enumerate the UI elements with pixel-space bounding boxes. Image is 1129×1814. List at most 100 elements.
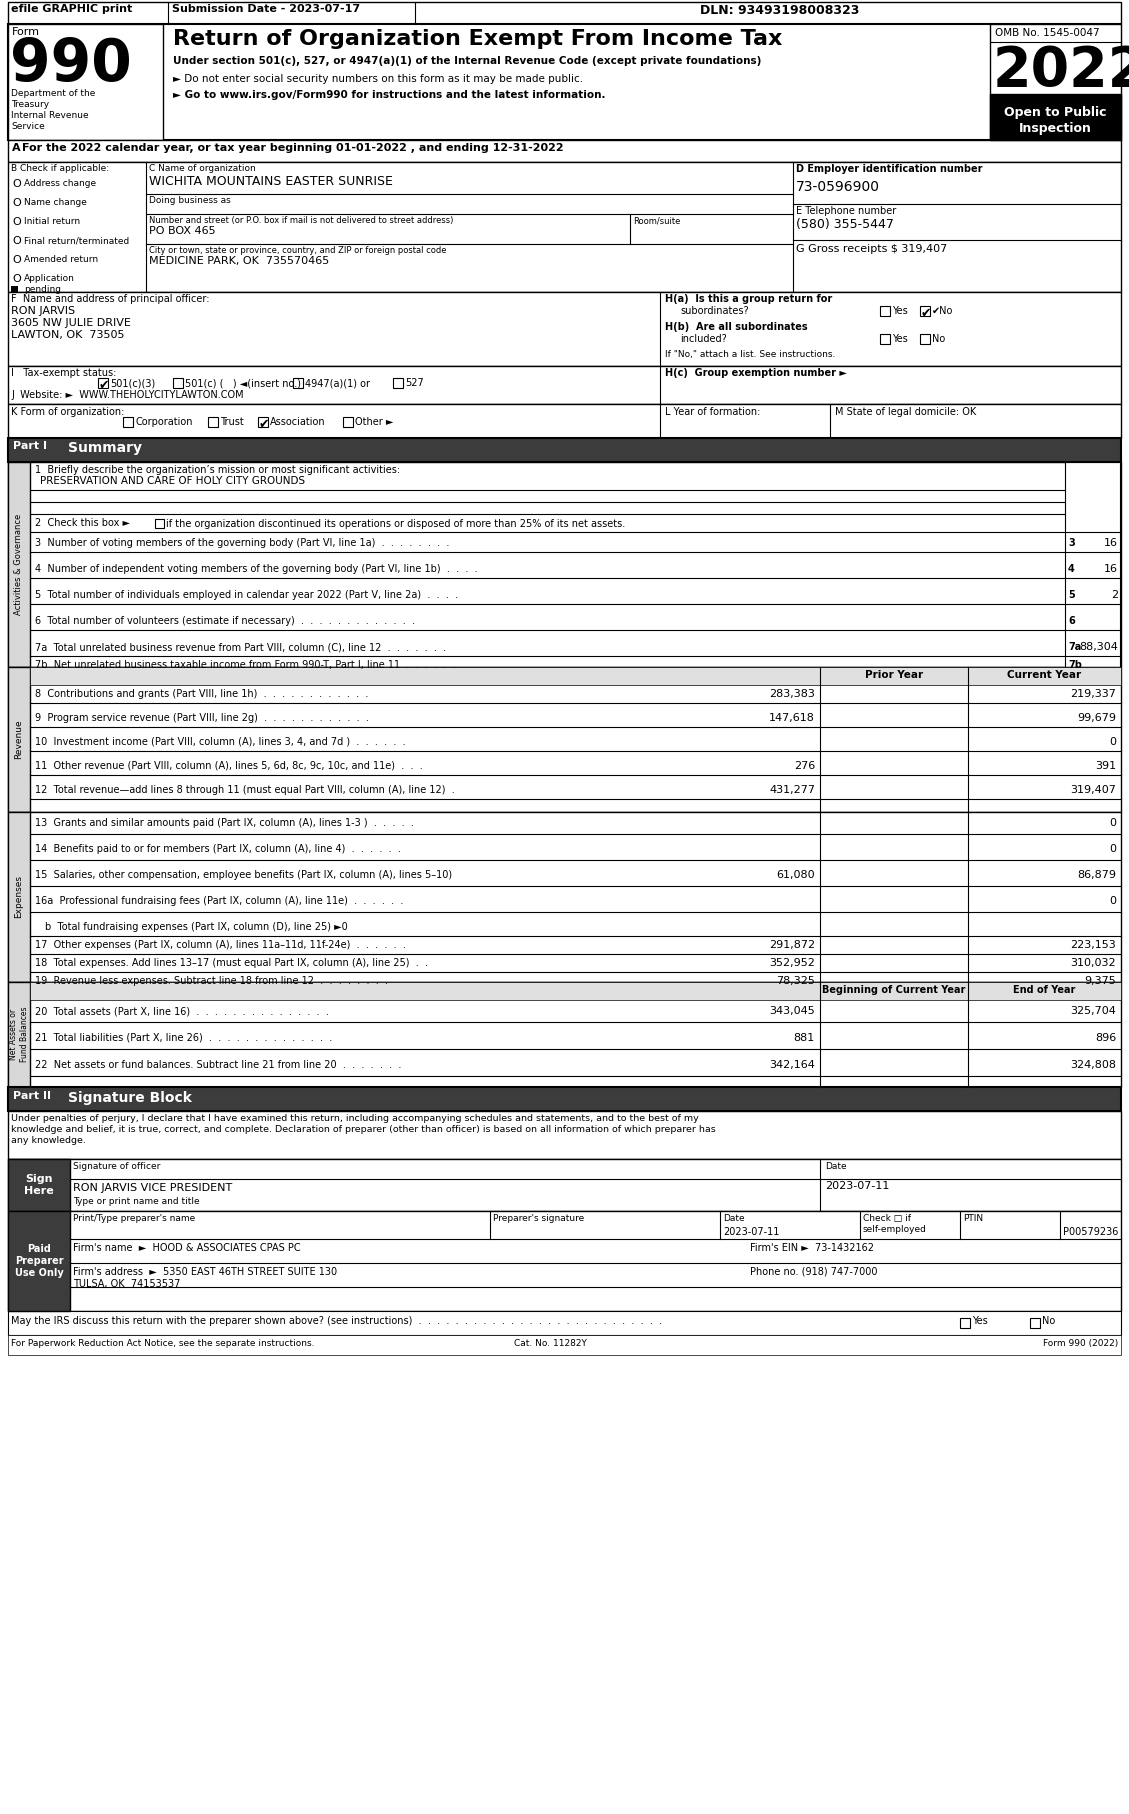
Text: Date: Date bbox=[825, 1163, 847, 1172]
Text: 4  Number of independent voting members of the governing body (Part VI, line 1b): 4 Number of independent voting members o… bbox=[35, 564, 478, 573]
Text: MEDICINE PARK, OK  735570465: MEDICINE PARK, OK 735570465 bbox=[149, 256, 330, 267]
Text: 219,337: 219,337 bbox=[1070, 689, 1115, 698]
Bar bbox=[990, 94, 1121, 140]
Text: L Year of formation:: L Year of formation: bbox=[665, 406, 760, 417]
Text: O: O bbox=[12, 218, 20, 227]
Text: 12  Total revenue—add lines 8 through 11 (must equal Part VIII, column (A), line: 12 Total revenue—add lines 8 through 11 … bbox=[35, 785, 455, 795]
Bar bbox=[879, 307, 890, 316]
Text: 1  Briefly describe the organization’s mission or most significant activities:: 1 Briefly describe the organization’s mi… bbox=[35, 464, 400, 475]
Text: 4947(a)(1) or: 4947(a)(1) or bbox=[305, 377, 370, 388]
Bar bbox=[920, 334, 930, 345]
Text: Expenses: Expenses bbox=[15, 876, 24, 918]
Bar bbox=[8, 981, 30, 1087]
Text: 86,879: 86,879 bbox=[1077, 871, 1115, 880]
Text: Net Assets or
Fund Balances: Net Assets or Fund Balances bbox=[9, 1007, 28, 1063]
Bar bbox=[173, 377, 183, 388]
Text: Phone no. (918) 747-7000: Phone no. (918) 747-7000 bbox=[750, 1266, 877, 1277]
Text: O: O bbox=[12, 236, 20, 247]
Bar bbox=[259, 417, 268, 426]
Text: 19  Revenue less expenses. Subtract line 18 from line 12  .  .  .  .  .  .  .  .: 19 Revenue less expenses. Subtract line … bbox=[35, 976, 388, 987]
Text: Form: Form bbox=[12, 27, 40, 36]
Text: 9  Program service revenue (Part VIII, line 2g)  .  .  .  .  .  .  .  .  .  .  .: 9 Program service revenue (Part VIII, li… bbox=[35, 713, 369, 724]
Text: Paid
Preparer
Use Only: Paid Preparer Use Only bbox=[15, 1244, 63, 1279]
Bar bbox=[8, 1212, 1121, 1312]
Text: For Paperwork Reduction Act Notice, see the separate instructions.: For Paperwork Reduction Act Notice, see … bbox=[11, 1339, 315, 1348]
Text: 431,277: 431,277 bbox=[769, 785, 815, 795]
Text: Form 990 (2022): Form 990 (2022) bbox=[1043, 1339, 1118, 1348]
Text: Amended return: Amended return bbox=[24, 256, 98, 265]
Text: 16: 16 bbox=[1104, 539, 1118, 548]
Text: PO BOX 465: PO BOX 465 bbox=[149, 227, 216, 236]
Bar bbox=[920, 307, 930, 316]
Text: M State of legal domicile: OK: M State of legal domicile: OK bbox=[835, 406, 977, 417]
Text: Yes: Yes bbox=[892, 334, 908, 345]
Text: 896: 896 bbox=[1095, 1032, 1115, 1043]
Text: 881: 881 bbox=[794, 1032, 815, 1043]
Text: 18  Total expenses. Add lines 13–17 (must equal Part IX, column (A), line 25)  .: 18 Total expenses. Add lines 13–17 (must… bbox=[35, 958, 428, 969]
Text: Firm's name  ►  HOOD & ASSOCIATES CPAS PC: Firm's name ► HOOD & ASSOCIATES CPAS PC bbox=[73, 1243, 300, 1253]
Text: I   Tax-exempt status:: I Tax-exempt status: bbox=[11, 368, 116, 377]
Text: included?: included? bbox=[680, 334, 727, 345]
Text: F  Name and address of principal officer:: F Name and address of principal officer: bbox=[11, 294, 210, 305]
Text: Check □ if
self-employed: Check □ if self-employed bbox=[863, 1214, 927, 1234]
Bar bbox=[1065, 463, 1120, 668]
Text: 78,325: 78,325 bbox=[776, 976, 815, 987]
Text: 283,383: 283,383 bbox=[769, 689, 815, 698]
Text: 0: 0 bbox=[1109, 896, 1115, 905]
Text: 319,407: 319,407 bbox=[1070, 785, 1115, 795]
Text: 527: 527 bbox=[405, 377, 423, 388]
Text: 343,045: 343,045 bbox=[769, 1007, 815, 1016]
Text: Initial return: Initial return bbox=[24, 218, 80, 227]
Text: Under section 501(c), 527, or 4947(a)(1) of the Internal Revenue Code (except pr: Under section 501(c), 527, or 4947(a)(1)… bbox=[173, 56, 761, 65]
Text: 21  Total liabilities (Part X, line 26)  .  .  .  .  .  .  .  .  .  .  .  .  .  : 21 Total liabilities (Part X, line 26) .… bbox=[35, 1032, 332, 1043]
Text: End of Year: End of Year bbox=[1013, 985, 1075, 996]
Bar bbox=[8, 1212, 70, 1312]
Text: 990: 990 bbox=[10, 36, 132, 93]
Text: E Telephone number: E Telephone number bbox=[796, 207, 896, 216]
Text: 147,618: 147,618 bbox=[769, 713, 815, 724]
Text: 8  Contributions and grants (Part VIII, line 1h)  .  .  .  .  .  .  .  .  .  .  : 8 Contributions and grants (Part VIII, l… bbox=[35, 689, 368, 698]
Bar bbox=[8, 1110, 1121, 1159]
Text: ✔: ✔ bbox=[921, 307, 931, 319]
Text: K Form of organization:: K Form of organization: bbox=[11, 406, 124, 417]
Text: 10  Investment income (Part VIII, column (A), lines 3, 4, and 7d )  .  .  .  .  : 10 Investment income (Part VIII, column … bbox=[35, 736, 405, 747]
Text: Current Year: Current Year bbox=[1007, 669, 1082, 680]
Text: efile GRAPHIC print: efile GRAPHIC print bbox=[11, 4, 132, 15]
Text: Preparer's signature: Preparer's signature bbox=[493, 1214, 584, 1223]
Text: WICHITA MOUNTAINS EASTER SUNRISE: WICHITA MOUNTAINS EASTER SUNRISE bbox=[149, 174, 393, 189]
Text: C Name of organization: C Name of organization bbox=[149, 163, 256, 172]
Text: Type or print name and title: Type or print name and title bbox=[73, 1197, 200, 1206]
Text: Open to Public
Inspection: Open to Public Inspection bbox=[1004, 105, 1106, 134]
Text: 61,080: 61,080 bbox=[777, 871, 815, 880]
Text: Signature of officer: Signature of officer bbox=[73, 1163, 160, 1172]
Text: Firm's EIN ►  73-1432162: Firm's EIN ► 73-1432162 bbox=[750, 1243, 874, 1253]
Text: Date: Date bbox=[723, 1214, 745, 1223]
Bar bbox=[343, 417, 353, 426]
Text: PTIN: PTIN bbox=[963, 1214, 983, 1223]
Text: O: O bbox=[12, 274, 20, 285]
Text: Trust: Trust bbox=[220, 417, 244, 426]
Text: 5: 5 bbox=[1068, 590, 1075, 600]
Bar bbox=[8, 405, 1121, 437]
Bar bbox=[8, 981, 1121, 1087]
Bar bbox=[8, 813, 30, 981]
Text: Beginning of Current Year: Beginning of Current Year bbox=[822, 985, 965, 996]
Text: 501(c)(3): 501(c)(3) bbox=[110, 377, 156, 388]
Bar bbox=[30, 981, 1121, 1000]
Text: 16a  Professional fundraising fees (Part IX, column (A), line 11e)  .  .  .  .  : 16a Professional fundraising fees (Part … bbox=[35, 896, 403, 905]
Text: Association: Association bbox=[270, 417, 325, 426]
Bar bbox=[990, 24, 1121, 140]
Text: 15  Salaries, other compensation, employee benefits (Part IX, column (A), lines : 15 Salaries, other compensation, employe… bbox=[35, 871, 452, 880]
Text: D Employer identification number: D Employer identification number bbox=[796, 163, 982, 174]
Text: Cat. No. 11282Y: Cat. No. 11282Y bbox=[514, 1339, 586, 1348]
Bar bbox=[8, 1159, 70, 1212]
Text: Room/suite: Room/suite bbox=[633, 216, 681, 225]
Bar bbox=[123, 417, 133, 426]
Bar bbox=[879, 334, 890, 345]
Text: 7a: 7a bbox=[1068, 642, 1082, 651]
Text: 88,304: 88,304 bbox=[1079, 642, 1118, 651]
Text: 223,153: 223,153 bbox=[1070, 940, 1115, 951]
Text: G Gross receipts $ 319,407: G Gross receipts $ 319,407 bbox=[796, 245, 947, 254]
Text: For the 2022 calendar year, or tax year beginning 01-01-2022 , and ending 12-31-: For the 2022 calendar year, or tax year … bbox=[21, 143, 563, 152]
Bar bbox=[8, 668, 30, 813]
